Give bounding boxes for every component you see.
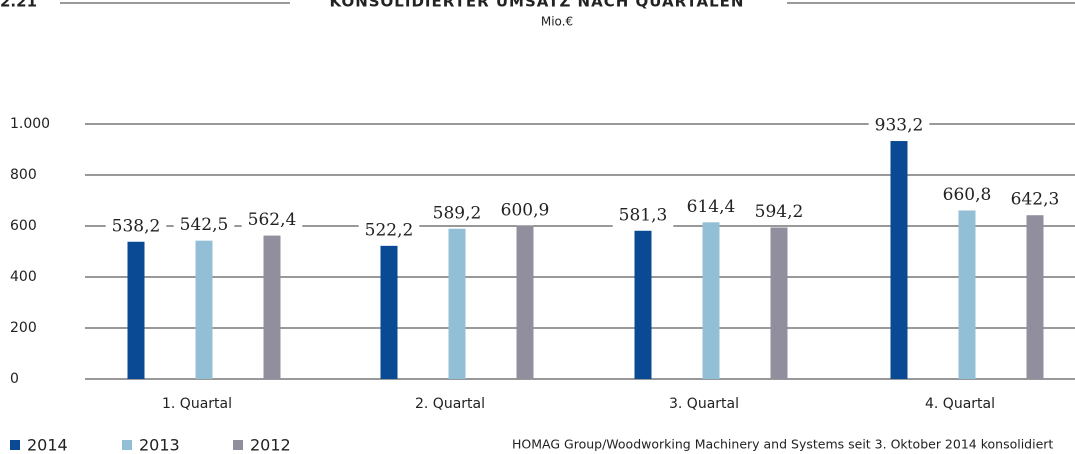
chart-title: KONSOLIDIERTER UMSATZ NACH QUARTALEN bbox=[330, 0, 745, 11]
legend-swatch bbox=[10, 440, 20, 450]
y-tick-label: 600 bbox=[10, 218, 37, 234]
legend-label: 2012 bbox=[250, 436, 291, 454]
y-tick-label: 400 bbox=[10, 269, 37, 285]
bar bbox=[1026, 215, 1044, 379]
legend-label: 2014 bbox=[27, 436, 68, 454]
bar bbox=[770, 227, 788, 379]
bar bbox=[890, 141, 908, 379]
label-bg bbox=[612, 204, 674, 227]
y-tick-label: 800 bbox=[10, 167, 37, 183]
value-label: 614,4 bbox=[687, 197, 736, 217]
value-label: 594,2 bbox=[755, 202, 804, 222]
label-bg bbox=[105, 215, 167, 238]
label-bg bbox=[680, 196, 742, 219]
value-label: 562,4 bbox=[248, 210, 297, 230]
x-tick-label: 3. Quartal bbox=[669, 396, 739, 412]
x-tick-label: 4. Quartal bbox=[925, 396, 995, 412]
bar bbox=[263, 235, 281, 379]
label-bg bbox=[936, 184, 998, 207]
x-tick-label: 1. Quartal bbox=[162, 396, 232, 412]
legend-label: 2013 bbox=[139, 436, 180, 454]
value-label: 660,8 bbox=[943, 185, 992, 205]
label-bg bbox=[868, 115, 930, 138]
label-bg bbox=[358, 219, 420, 242]
label-bg bbox=[173, 214, 235, 237]
bar bbox=[958, 210, 976, 379]
bar bbox=[195, 240, 213, 379]
value-label: 522,2 bbox=[365, 220, 414, 240]
y-tick-label: 0 bbox=[10, 371, 19, 387]
bar bbox=[127, 241, 145, 379]
bar bbox=[634, 230, 652, 379]
value-label: 933,2 bbox=[875, 116, 924, 136]
label-bg bbox=[241, 209, 303, 232]
y-tick-label: 200 bbox=[10, 320, 37, 336]
x-tick-label: 2. Quartal bbox=[415, 396, 485, 412]
label-bg bbox=[494, 199, 556, 222]
bar bbox=[448, 228, 466, 379]
note: HOMAG Group/Woodworking Machinery and Sy… bbox=[512, 437, 1053, 452]
value-label: 538,2 bbox=[112, 216, 161, 236]
y-tick-label: 1.000 bbox=[10, 116, 50, 132]
legend-swatch bbox=[122, 440, 132, 450]
label-bg bbox=[748, 201, 810, 224]
value-label: 589,2 bbox=[433, 203, 482, 223]
value-label: 581,3 bbox=[619, 205, 668, 225]
bar bbox=[380, 245, 398, 379]
value-label: 542,5 bbox=[180, 215, 229, 235]
legend-swatch bbox=[233, 440, 243, 450]
value-label: 642,3 bbox=[1011, 190, 1060, 210]
chart-subtitle: Mio.€ bbox=[541, 15, 573, 29]
bar bbox=[702, 222, 720, 379]
bar bbox=[516, 225, 534, 379]
label-bg bbox=[426, 202, 488, 225]
value-label: 600,9 bbox=[501, 200, 550, 220]
figure-number: 2.21 bbox=[0, 0, 37, 11]
label-bg bbox=[1004, 189, 1066, 212]
